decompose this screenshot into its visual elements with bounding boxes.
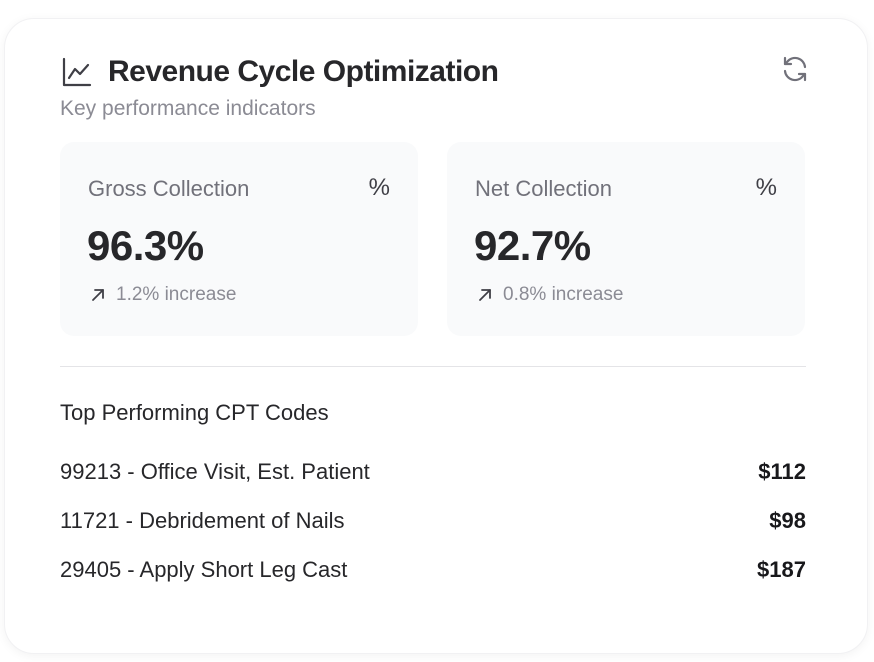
cpt-list: 99213 - Office Visit, Est. Patient $112 …	[60, 447, 806, 594]
percent-icon: %	[368, 174, 390, 201]
kpi-value: 96.3%	[87, 222, 204, 269]
cpt-code-name: 99213 - Office Visit, Est. Patient	[60, 458, 370, 484]
cpt-code-name: 11721 - Debridement of Nails	[60, 507, 345, 533]
percent-icon: %	[755, 174, 777, 201]
card-header: Revenue Cycle Optimization	[60, 50, 810, 94]
cpt-code-name: 29405 - Apply Short Leg Cast	[60, 556, 348, 582]
kpi-label: Net Collection	[475, 176, 612, 201]
kpi-trend-text: 0.8% increase	[503, 284, 624, 305]
list-item: 11721 - Debridement of Nails $98	[60, 496, 806, 545]
arrow-up-right-icon	[479, 289, 491, 301]
arrow-up-right-icon	[92, 289, 104, 301]
cpt-section-title: Top Performing CPT Codes	[60, 400, 329, 425]
card-subtitle: Key performance indicators	[60, 97, 316, 120]
kpi-card-net-collection: Net Collection % 92.7% 0.8% increase	[447, 142, 805, 336]
list-item: 29405 - Apply Short Leg Cast $187	[60, 545, 806, 594]
cpt-amount: $98	[769, 507, 806, 533]
kpi-trend-text: 1.2% increase	[116, 284, 237, 305]
kpi-trend: 0.8% increase	[477, 284, 623, 306]
cpt-amount: $187	[757, 556, 806, 582]
revenue-cycle-card	[4, 18, 868, 654]
line-chart-icon	[60, 55, 94, 89]
list-item: 99213 - Office Visit, Est. Patient $112	[60, 447, 806, 496]
kpi-trend: 1.2% increase	[90, 284, 236, 306]
kpi-card-gross-collection: Gross Collection % 96.3% 1.2% increase	[60, 142, 418, 336]
card-title: Revenue Cycle Optimization	[108, 55, 499, 88]
cpt-amount: $112	[758, 458, 806, 484]
kpi-label: Gross Collection	[88, 176, 250, 201]
kpi-value: 92.7%	[474, 222, 591, 269]
refresh-icon[interactable]	[780, 54, 810, 84]
section-divider	[60, 366, 806, 367]
